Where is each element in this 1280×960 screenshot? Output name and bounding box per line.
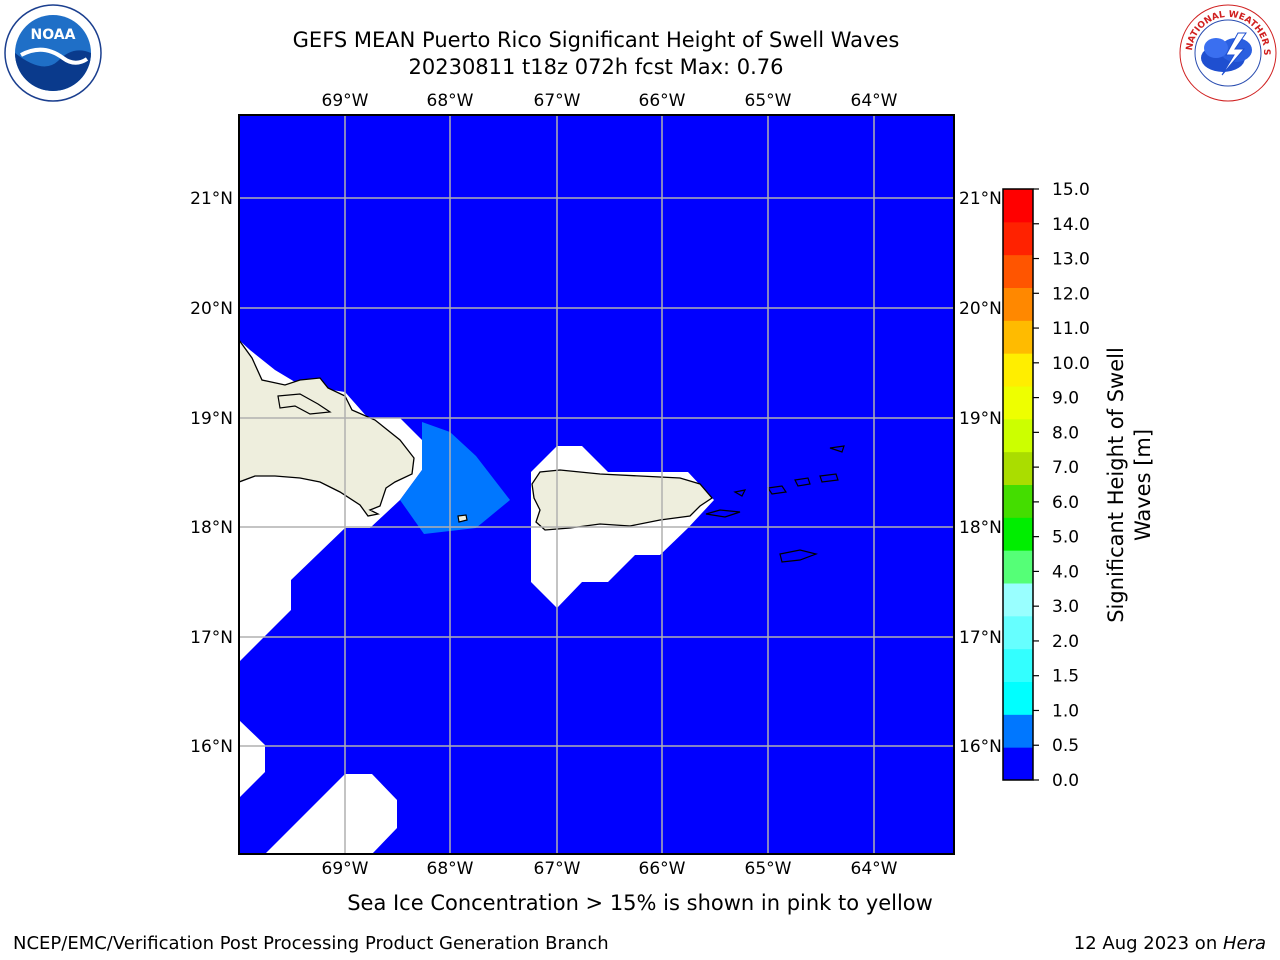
colorbar-band [1003,714,1033,748]
noaa-logo-icon: NOAA [3,3,103,103]
swell-patch-mona [400,422,510,534]
colorbar-tick-label: 1.5 [1052,667,1079,687]
footer-date: 12 Aug 2023 on Hera [1074,933,1266,954]
colorbar-band [1003,418,1033,453]
colorbar-tick-label: 0.5 [1052,736,1079,756]
colorbar: 0.0 0.5 1.0 1.5 2.0 3.0 4.0 5.0 6.0 7.0 8.0 9.0 10.0… [1002,180,1090,791]
colorbar-band [1003,451,1033,485]
noaa-logo-text: NOAA [31,27,76,43]
colorbar-tick-label: 9.0 [1052,389,1079,409]
colorbar-band [1003,353,1033,387]
lon-labels-bottom: 69°W 68°W 67°W 66°W 65°W 64°W [322,859,898,879]
colorbar-tick-label: 8.0 [1052,423,1079,443]
lon-label: 69°W [322,859,369,879]
lat-label: 16°N [959,737,1002,757]
footer-date-text: 12 Aug 2023 on [1073,933,1223,954]
colorbar-band [1003,747,1033,781]
lat-label: 21°N [190,189,233,209]
lat-label: 20°N [190,299,233,319]
lon-label: 68°W [427,859,474,879]
colorbar-tick-label: 13.0 [1052,250,1090,270]
colorbar-tick-label: 15.0 [1052,180,1090,200]
mask-region-south [265,774,397,854]
colorbar-band [1003,517,1033,551]
colorbar-tick-label: 10.0 [1052,354,1090,374]
map-frame [238,114,955,855]
colorbar-band [1003,615,1033,650]
lon-label: 64°W [851,91,898,111]
colorbar-band [1003,221,1033,256]
colorbar-tick-label: 14.0 [1052,215,1090,235]
mask-region-west-edge [239,720,265,798]
colorbar-band [1003,484,1033,518]
lat-labels-left: 21°N 20°N 19°N 18°N 17°N 16°N [190,189,233,757]
lat-label: 18°N [190,518,233,538]
lat-label: 21°N [959,189,1002,209]
lon-label: 66°W [639,91,686,111]
lat-label: 17°N [959,628,1002,648]
lon-label: 69°W [322,91,369,111]
sea-ice-note: Sea Ice Concentration > 15% is shown in … [347,891,933,915]
footer-credit: NCEP/EMC/Verification Post Processing Pr… [13,933,609,954]
colorbar-band [1003,254,1033,288]
lon-label: 64°W [851,859,898,879]
lon-label: 68°W [427,91,474,111]
colorbar-band [1003,648,1033,682]
colorbar-tick-label: 7.0 [1052,458,1079,478]
lat-labels-right: 21°N 20°N 19°N 18°N 17°N 16°N [959,189,1002,757]
colorbar-band [1003,681,1033,715]
lon-label: 66°W [639,859,686,879]
land-hispaniola [239,338,415,517]
colorbar-tick-label: 11.0 [1052,319,1090,339]
colorbar-tick-label: 5.0 [1052,528,1079,548]
nws-logo-icon: NATIONAL WEATHER SERVICE [1175,0,1278,103]
lat-label: 16°N [190,737,233,757]
lat-label: 18°N [959,518,1002,538]
land-puerto-rico [531,469,713,531]
colorbar-tick-label: 12.0 [1052,284,1090,304]
lat-label: 20°N [959,299,1002,319]
colorbar-tick-label: 1.0 [1052,701,1079,721]
colorbar-label-line1: Significant Height of Swell [1104,347,1128,623]
colorbar-band [1003,189,1033,223]
chart-title-line2: 20230811 t18z 072h fcst Max: 0.76 [408,55,784,79]
colorbar-frame [1002,188,1034,781]
lon-label: 65°W [745,859,792,879]
footer-host: Hera [1222,933,1266,954]
colorbar-band [1003,320,1033,354]
chart-title-line1: GEFS MEAN Puerto Rico Significant Height… [292,28,900,52]
colorbar-tick-label: 6.0 [1052,493,1079,513]
lon-labels-top: 69°W 68°W 67°W 66°W 65°W 64°W [322,91,898,111]
colorbar-band [1003,550,1033,584]
lat-label: 19°N [190,409,233,429]
colorbar-tick-label: 0.0 [1052,771,1079,791]
colorbar-label-line2: Waves [m] [1131,429,1155,541]
colorbar-tick-label: 3.0 [1052,597,1079,617]
lat-label: 19°N [959,409,1002,429]
colorbar-band [1003,287,1033,321]
colorbar-band [1003,583,1033,617]
colorbar-band [1003,386,1033,420]
map-gridlines [239,115,954,854]
lon-label: 67°W [534,859,581,879]
lon-label: 65°W [745,91,792,111]
colorbar-tick-label: 4.0 [1052,562,1079,582]
lon-label: 67°W [534,91,581,111]
lat-label: 17°N [190,628,233,648]
colorbar-tick-label: 2.0 [1052,632,1079,652]
